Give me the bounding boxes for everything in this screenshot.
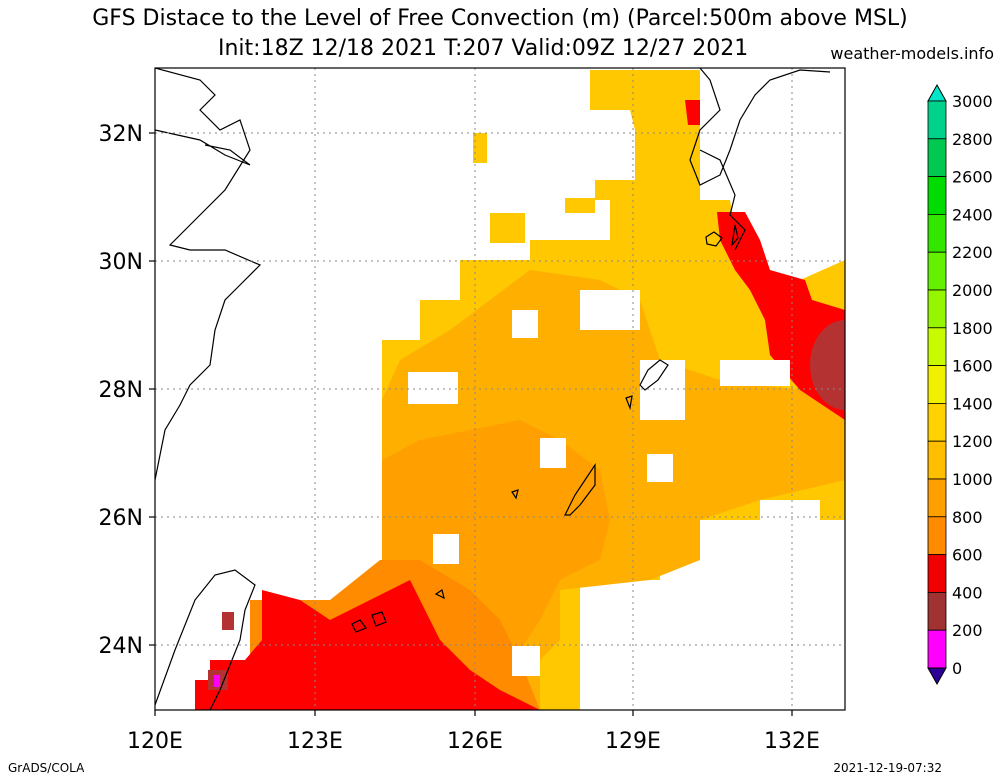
lfc-gap bbox=[640, 360, 685, 420]
colorbar-label: 600 bbox=[952, 546, 983, 565]
colorbar-swatch bbox=[927, 138, 947, 178]
lat-label: 26N bbox=[99, 506, 143, 531]
colorbar-swatch bbox=[927, 327, 947, 366]
colorbar-label: 1000 bbox=[952, 470, 993, 489]
colorbar-label: 2400 bbox=[952, 205, 993, 224]
colorbar-swatch bbox=[927, 289, 947, 329]
coastline-china bbox=[155, 68, 262, 481]
island-small bbox=[511, 489, 519, 500]
gridlines bbox=[155, 68, 845, 710]
island-yakushima bbox=[705, 231, 723, 247]
lfc-patch bbox=[460, 262, 472, 276]
lfc-patch bbox=[473, 133, 487, 163]
colorbar-label: 1400 bbox=[952, 394, 993, 413]
lfc-gap bbox=[647, 454, 673, 482]
lfc-zone-brown bbox=[222, 612, 234, 630]
colorbar-swatch bbox=[927, 100, 947, 140]
colorbar-swatch bbox=[927, 554, 947, 593]
lfc-zone-red-north bbox=[685, 100, 700, 125]
lfc-zone-red-south bbox=[195, 580, 540, 710]
colorbar-label: 1600 bbox=[952, 357, 993, 376]
lfc-gap bbox=[408, 372, 458, 404]
island-okinawa bbox=[564, 463, 596, 516]
colorbar-label: 0 bbox=[952, 659, 962, 678]
colorbar-label: 200 bbox=[952, 621, 983, 640]
lon-label: 132E bbox=[764, 729, 820, 754]
colorbar-label: 1200 bbox=[952, 432, 993, 451]
colorbar-swatch bbox=[927, 592, 947, 631]
island-small bbox=[434, 589, 445, 600]
colorbar-bottom-arrow bbox=[927, 667, 947, 686]
colorbar-label: 2000 bbox=[952, 281, 993, 300]
website-label: weather-models.info bbox=[830, 44, 994, 63]
colorbar-swatch bbox=[927, 176, 947, 215]
colorbar-label: 3000 bbox=[952, 92, 993, 111]
lfc-gap bbox=[540, 438, 566, 468]
colorbar-label: 400 bbox=[952, 583, 983, 602]
island-ishigaki bbox=[371, 611, 387, 627]
lfc-patch bbox=[595, 180, 635, 200]
lat-label: 32N bbox=[99, 122, 143, 147]
coastline-kyushu bbox=[699, 149, 746, 251]
lat-label: 24N bbox=[99, 634, 143, 659]
island-amami bbox=[639, 359, 669, 391]
chart-subtitle: Init:18Z 12/18 2021 T:207 Valid:09Z 12/2… bbox=[218, 36, 749, 61]
colorbar-swatch bbox=[927, 478, 947, 518]
lfc-zone-magenta bbox=[214, 675, 220, 687]
colorbar-label: 800 bbox=[952, 508, 983, 527]
lat-axis: 32N 30N 28N 26N 24N bbox=[99, 122, 143, 659]
colorbar: 3000280026002400220020001800160014001200… bbox=[927, 83, 993, 686]
lat-label: 28N bbox=[99, 378, 143, 403]
chart-title: GFS Distace to the Level of Free Convect… bbox=[92, 6, 908, 31]
axis-ticks bbox=[149, 132, 793, 716]
footer-timestamp: 2021-12-19-07:32 bbox=[833, 761, 942, 775]
colorbar-top-arrow bbox=[927, 83, 947, 102]
coastlines bbox=[155, 68, 831, 710]
colorbar-swatch bbox=[927, 365, 947, 404]
island-small bbox=[625, 395, 633, 411]
coastline-taiwan bbox=[155, 569, 256, 710]
lon-label: 123E bbox=[287, 729, 343, 754]
lfc-patch bbox=[565, 198, 595, 213]
lfc-gap bbox=[512, 646, 540, 676]
lfc-gap bbox=[720, 360, 790, 386]
coastline-yangtze bbox=[155, 129, 251, 166]
colorbar-swatch bbox=[927, 213, 947, 253]
island-tanegashima bbox=[731, 224, 739, 247]
lfc-gap bbox=[580, 290, 640, 330]
colorbar-label: 1800 bbox=[952, 319, 993, 338]
colorbar-swatch bbox=[927, 516, 947, 555]
colorbar-swatch bbox=[927, 629, 947, 669]
colorbar-label: 2200 bbox=[952, 243, 993, 262]
lfc-patch bbox=[490, 213, 525, 243]
lon-axis: 120E 123E 126E 129E 132E bbox=[127, 729, 820, 754]
colorbar-swatch bbox=[927, 402, 947, 442]
colorbar-label: 2600 bbox=[952, 168, 993, 187]
lfc-zone-brown bbox=[810, 320, 845, 410]
lfc-field bbox=[195, 70, 845, 710]
coastline-korea-japan bbox=[689, 68, 831, 186]
lon-label: 120E bbox=[127, 729, 183, 754]
colorbar-swatch bbox=[927, 440, 947, 480]
colorbar-swatch bbox=[927, 251, 947, 291]
lat-label: 30N bbox=[99, 250, 143, 275]
lon-label: 129E bbox=[605, 729, 661, 754]
island-miyako bbox=[351, 619, 367, 633]
lfc-gap bbox=[512, 310, 538, 338]
lon-label: 126E bbox=[447, 729, 503, 754]
footer-credit: GrADS/COLA bbox=[8, 761, 85, 775]
lfc-gap bbox=[433, 534, 459, 564]
colorbar-label: 2800 bbox=[952, 130, 993, 149]
